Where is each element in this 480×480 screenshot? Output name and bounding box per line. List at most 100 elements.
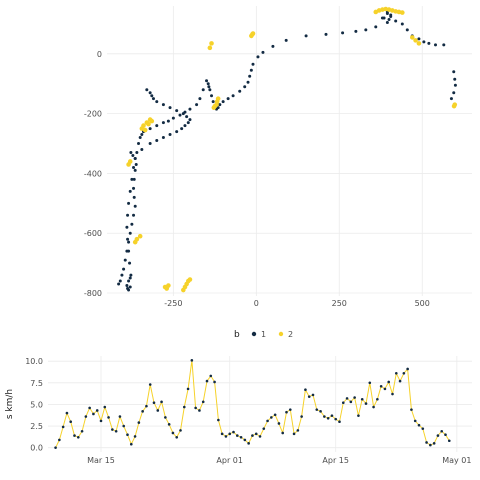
speed-point (141, 410, 144, 413)
speed-point (182, 405, 186, 409)
speed-point (235, 434, 239, 437)
speed-point (413, 419, 417, 423)
map-point-series-1 (126, 213, 130, 217)
map-point-series-1 (117, 282, 121, 286)
map-point-series-1 (148, 127, 152, 131)
speed-point (58, 438, 61, 442)
speed-point (326, 416, 330, 420)
map-point-series-1 (148, 142, 152, 146)
map-point-series-1 (120, 273, 124, 277)
map-point-series-1 (198, 97, 202, 101)
map-y-tick-label: -200 (84, 110, 102, 119)
map-point-series-2 (451, 103, 457, 109)
speed-point (300, 415, 303, 418)
speed-point (379, 384, 383, 388)
map-point-series-1 (132, 195, 136, 199)
map-point-series-1 (175, 130, 179, 134)
map-point-series-1 (181, 112, 185, 116)
map-point-series-2 (132, 239, 138, 245)
map-point-series-1 (256, 55, 260, 59)
speed-point (323, 415, 326, 418)
speed-point (167, 423, 171, 426)
map-point-series-1 (134, 162, 138, 166)
speed-point (360, 397, 364, 401)
map-point-series-1 (133, 156, 137, 160)
map-point-series-1 (364, 28, 368, 32)
map-point-series-2 (413, 38, 418, 43)
speed-point (311, 393, 315, 397)
map-point-series-1 (387, 17, 391, 21)
speed-point (247, 442, 250, 445)
speed-point (288, 408, 292, 411)
speed-point (224, 435, 228, 438)
map-point-series-1 (208, 88, 212, 92)
map-point-series-1 (125, 284, 129, 288)
speed-point (285, 410, 288, 414)
map-point-series-1 (380, 16, 384, 20)
speed-point (99, 419, 103, 423)
map-point-series-1 (304, 34, 308, 38)
map-point-series-2 (149, 118, 155, 124)
map-point-series-2 (166, 283, 171, 288)
map-point-series-1 (251, 62, 255, 66)
speed-point (307, 395, 311, 398)
map-point-series-1 (206, 82, 210, 86)
map-tick-labels: -250 0 250 500 0 -200 -400 -600 -800 (84, 50, 430, 308)
speed-point (251, 434, 254, 437)
map-point-series-1 (188, 118, 192, 122)
speed-point (95, 409, 99, 412)
map-point-series-1 (150, 94, 154, 98)
speed-point (402, 371, 406, 375)
speed-point (201, 400, 205, 404)
map-point-series-1 (127, 240, 131, 244)
map-point-series-1 (132, 213, 136, 217)
speed-point (232, 430, 235, 434)
speed-point (341, 401, 345, 405)
map-point-series-1 (195, 103, 199, 107)
speed-point (258, 435, 262, 438)
map-point-series-1 (231, 94, 235, 98)
map-point-series-1 (449, 97, 453, 101)
speed-point (65, 411, 69, 415)
map-point-series-1 (129, 150, 133, 154)
map-grid (107, 6, 472, 296)
speed-point (319, 410, 322, 413)
map-point-series-1 (132, 177, 136, 181)
map-point-series-1 (205, 79, 209, 83)
speed-point (205, 379, 209, 383)
map-point-series-2 (409, 35, 415, 40)
speed-point (76, 435, 80, 439)
map-point-series-1 (127, 201, 131, 205)
map-point-series-1 (417, 37, 421, 41)
speed-point (133, 435, 137, 438)
map-point-series-1 (138, 136, 142, 140)
map-point-series-1 (210, 94, 214, 98)
speed-point (410, 408, 413, 411)
map-point-series-2 (209, 41, 214, 46)
speed-point (345, 397, 349, 400)
speed-point (122, 424, 126, 428)
speed-point (129, 442, 133, 446)
speed-y-tick-label: 10.0 (25, 357, 43, 366)
speed-point (315, 408, 319, 411)
map-y-tick-label: -800 (84, 289, 102, 298)
map-y-tick-label: -400 (84, 169, 102, 178)
map-point-series-1 (178, 113, 182, 117)
map-point-series-1 (211, 100, 215, 104)
speed-point (54, 446, 57, 449)
map-point-series-1 (218, 103, 222, 107)
legend: b 1 2 (234, 330, 293, 340)
speed-y-tick-label: 5.0 (30, 400, 43, 409)
map-point-series-1 (453, 77, 457, 81)
map-point-series-1 (133, 204, 137, 208)
speed-y-tick-label: 7.5 (30, 379, 43, 388)
speed-point (239, 435, 243, 439)
map-point-series-1 (166, 119, 170, 123)
legend-title: b (234, 330, 240, 340)
speed-point (421, 427, 425, 430)
map-y-tick-label: 0 (97, 50, 102, 59)
speed-point (425, 441, 428, 444)
speed-point (281, 431, 285, 435)
map-x-tick-label: 500 (415, 299, 430, 308)
